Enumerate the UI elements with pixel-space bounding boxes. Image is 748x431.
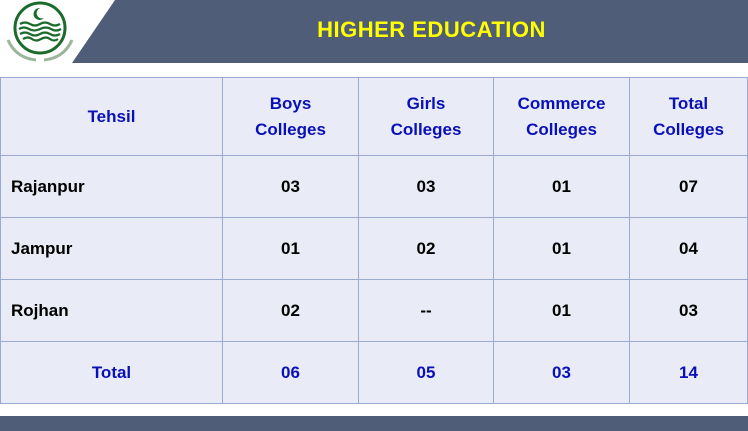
cell: 02 (222, 279, 359, 342)
table-row: Rojhan 02 -- 01 03 (0, 279, 748, 342)
column-header: Tehsil (0, 77, 223, 156)
cell: 01 (493, 217, 630, 280)
cell: Jampur (0, 217, 223, 280)
cell: 14 (629, 341, 748, 404)
table-row: Jampur 01 02 01 04 (0, 217, 748, 280)
page-title: HIGHER EDUCATION (317, 17, 546, 42)
cell: Rojhan (0, 279, 223, 342)
cell: 01 (222, 217, 359, 280)
cell: 02 (358, 217, 494, 280)
colleges-table: Tehsil Boys Colleges Girls Colleges Comm… (0, 77, 748, 404)
cell: 04 (629, 217, 748, 280)
cell: -- (358, 279, 494, 342)
cell: 03 (493, 341, 630, 404)
column-header: Girls Colleges (358, 77, 494, 156)
cell: 03 (358, 155, 494, 218)
cell: 06 (222, 341, 359, 404)
footer-band (0, 416, 748, 431)
cell: 07 (629, 155, 748, 218)
column-header: Total Colleges (629, 77, 748, 156)
cell: Rajanpur (0, 155, 223, 218)
header-band (72, 0, 748, 63)
cell: 03 (629, 279, 748, 342)
cell: 03 (222, 155, 359, 218)
column-header: Boys Colleges (222, 77, 359, 156)
cell: Total (0, 341, 223, 404)
table-row: Rajanpur 03 03 01 07 (0, 155, 748, 218)
cell: 01 (493, 279, 630, 342)
punjab-emblem-logo (6, 1, 74, 62)
cell: 05 (358, 341, 494, 404)
table-header-row: Tehsil Boys Colleges Girls Colleges Comm… (0, 77, 748, 156)
cell: 01 (493, 155, 630, 218)
total-row: Total 06 05 03 14 (0, 341, 748, 404)
column-header: Commerce Colleges (493, 77, 630, 156)
